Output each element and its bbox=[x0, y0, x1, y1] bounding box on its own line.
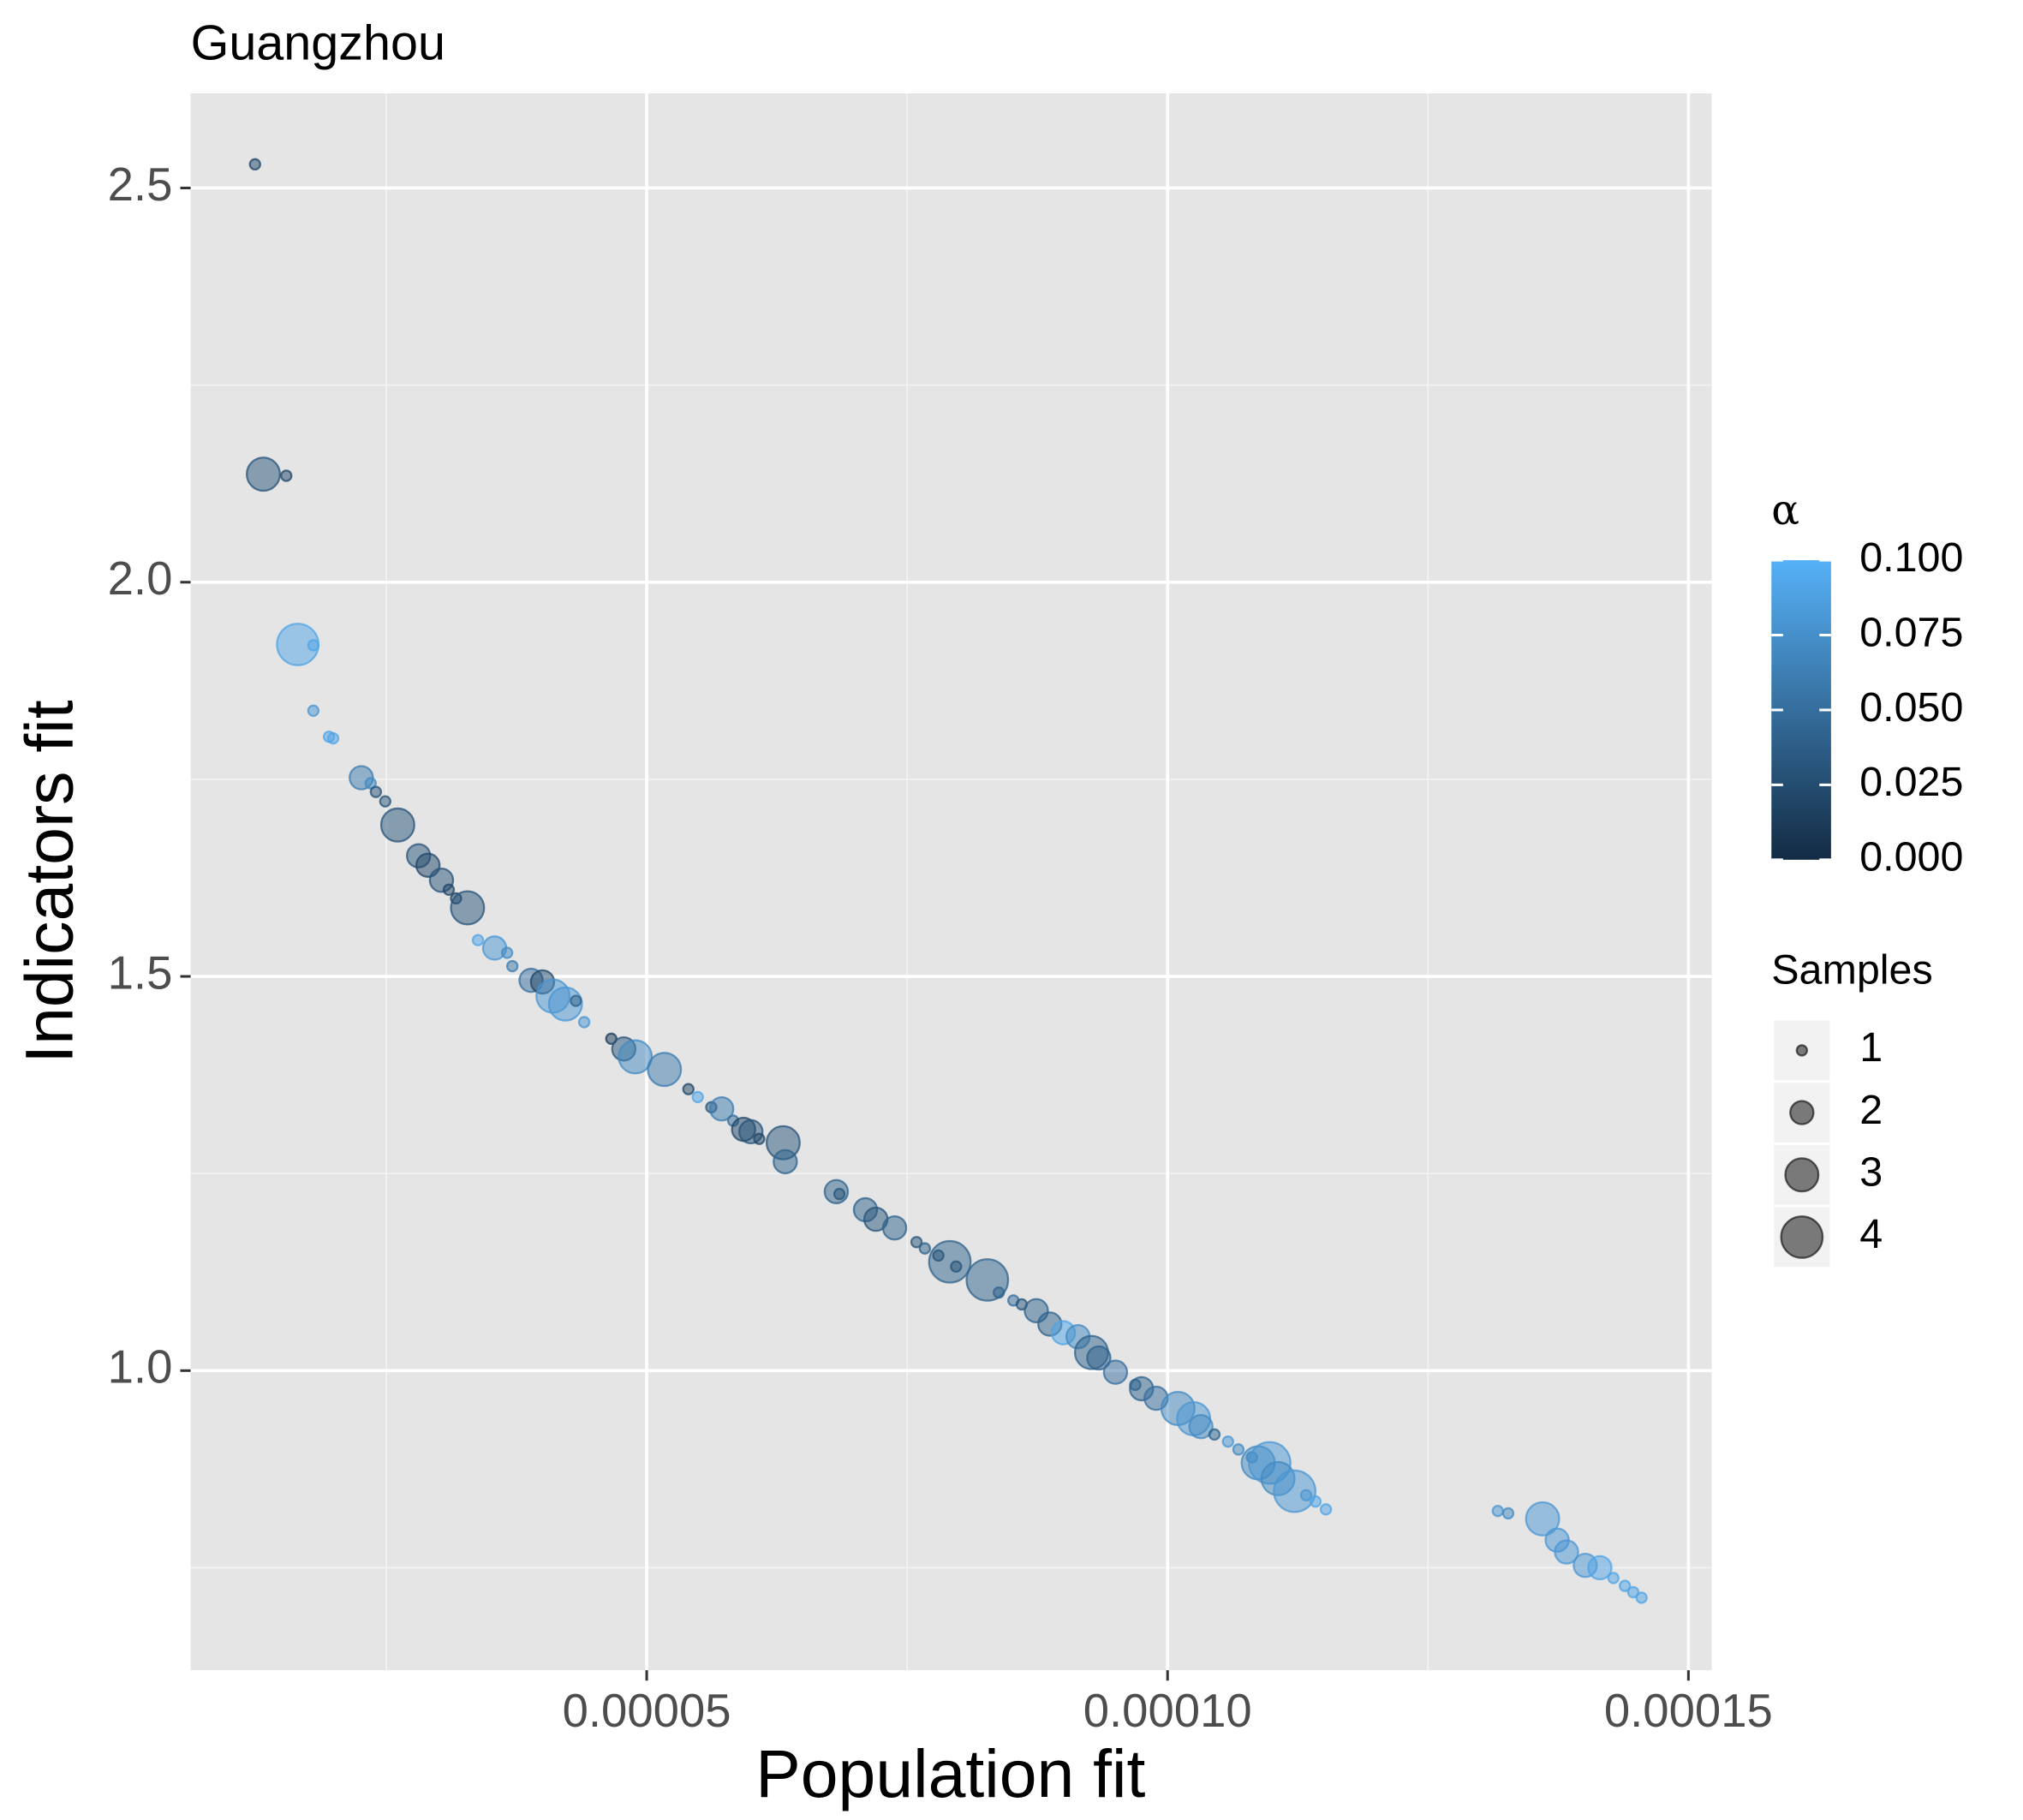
point bbox=[1232, 1443, 1245, 1456]
point bbox=[1525, 1501, 1561, 1537]
y-tick-label: 1.0 bbox=[108, 1341, 173, 1393]
legend: α Samples 0.000 0.025 0.050 0.075 0.100 1 2 3 4 bbox=[1771, 486, 1963, 1268]
chart-title: Guangzhou bbox=[191, 16, 445, 71]
plot-panel bbox=[190, 93, 1712, 1671]
point bbox=[910, 1236, 923, 1249]
colorbar-label: 0.050 bbox=[1859, 684, 1963, 731]
colorbar-label: 0.000 bbox=[1859, 834, 1963, 880]
point bbox=[1607, 1572, 1620, 1584]
point bbox=[918, 1242, 932, 1255]
point bbox=[369, 785, 383, 798]
x-tick-label: 0.00015 bbox=[1604, 1685, 1773, 1737]
point bbox=[307, 704, 320, 718]
y-tick-label: 1.5 bbox=[108, 946, 173, 999]
x-tick-label: 0.00010 bbox=[1083, 1685, 1252, 1737]
grid bbox=[190, 93, 1712, 1671]
colorbar-label: 0.025 bbox=[1859, 759, 1963, 805]
colorbar-label: 0.100 bbox=[1859, 534, 1963, 581]
colorbar-label: 0.075 bbox=[1859, 609, 1963, 655]
points bbox=[245, 158, 1648, 1604]
axes: 0.00005 0.00010 0.00015 1.0 1.5 2.0 2.5 bbox=[108, 158, 1773, 1737]
point bbox=[1635, 1591, 1648, 1604]
point bbox=[1618, 1579, 1632, 1592]
point bbox=[1221, 1435, 1234, 1448]
point bbox=[1309, 1495, 1322, 1508]
size-key-point bbox=[1780, 1215, 1824, 1259]
point bbox=[248, 158, 261, 171]
point bbox=[773, 1149, 798, 1175]
point bbox=[1587, 1554, 1613, 1581]
point bbox=[1319, 1503, 1333, 1516]
size-key-label: 3 bbox=[1859, 1149, 1883, 1196]
point bbox=[326, 731, 340, 745]
point bbox=[450, 890, 486, 926]
point bbox=[1273, 1469, 1316, 1513]
point bbox=[691, 1090, 704, 1104]
point bbox=[442, 883, 456, 896]
point bbox=[1626, 1585, 1640, 1599]
point bbox=[1491, 1504, 1504, 1518]
point bbox=[307, 639, 320, 652]
point bbox=[1102, 1359, 1129, 1385]
size-legend-title: Samples bbox=[1771, 946, 1932, 993]
point bbox=[1208, 1428, 1221, 1441]
size-key-label: 1 bbox=[1859, 1024, 1883, 1071]
point bbox=[505, 959, 519, 973]
point bbox=[379, 807, 415, 843]
point bbox=[1086, 1345, 1112, 1371]
point bbox=[992, 1286, 1006, 1299]
size-key-label: 2 bbox=[1859, 1087, 1883, 1133]
point bbox=[570, 994, 582, 1007]
point bbox=[379, 795, 391, 808]
x-tick-label: 0.00005 bbox=[563, 1685, 731, 1737]
y-axis-title: Indicators fit bbox=[11, 700, 87, 1064]
point bbox=[618, 1039, 653, 1075]
point bbox=[577, 1016, 591, 1029]
point bbox=[364, 777, 377, 790]
point bbox=[832, 1187, 846, 1201]
point bbox=[500, 946, 514, 959]
point bbox=[1554, 1539, 1579, 1565]
y-tick-label: 2.5 bbox=[108, 158, 173, 211]
point bbox=[280, 469, 293, 482]
y-tick-label: 2.0 bbox=[108, 552, 173, 605]
point bbox=[245, 456, 281, 492]
size-key-point bbox=[1795, 1044, 1809, 1057]
point bbox=[950, 1260, 963, 1273]
point bbox=[928, 1239, 972, 1284]
point bbox=[647, 1052, 683, 1088]
point bbox=[682, 1083, 695, 1095]
size-key-label: 4 bbox=[1859, 1211, 1883, 1257]
point bbox=[753, 1132, 766, 1145]
point bbox=[708, 1095, 735, 1122]
point bbox=[1501, 1507, 1515, 1520]
x-axis-title: Population fit bbox=[755, 1736, 1145, 1811]
color-legend-title: α bbox=[1771, 486, 1799, 534]
point bbox=[1188, 1413, 1214, 1440]
size-key-point bbox=[1784, 1157, 1820, 1193]
point bbox=[881, 1214, 908, 1241]
size-key-point bbox=[1789, 1100, 1815, 1125]
point bbox=[471, 934, 485, 946]
point bbox=[1299, 1489, 1313, 1501]
